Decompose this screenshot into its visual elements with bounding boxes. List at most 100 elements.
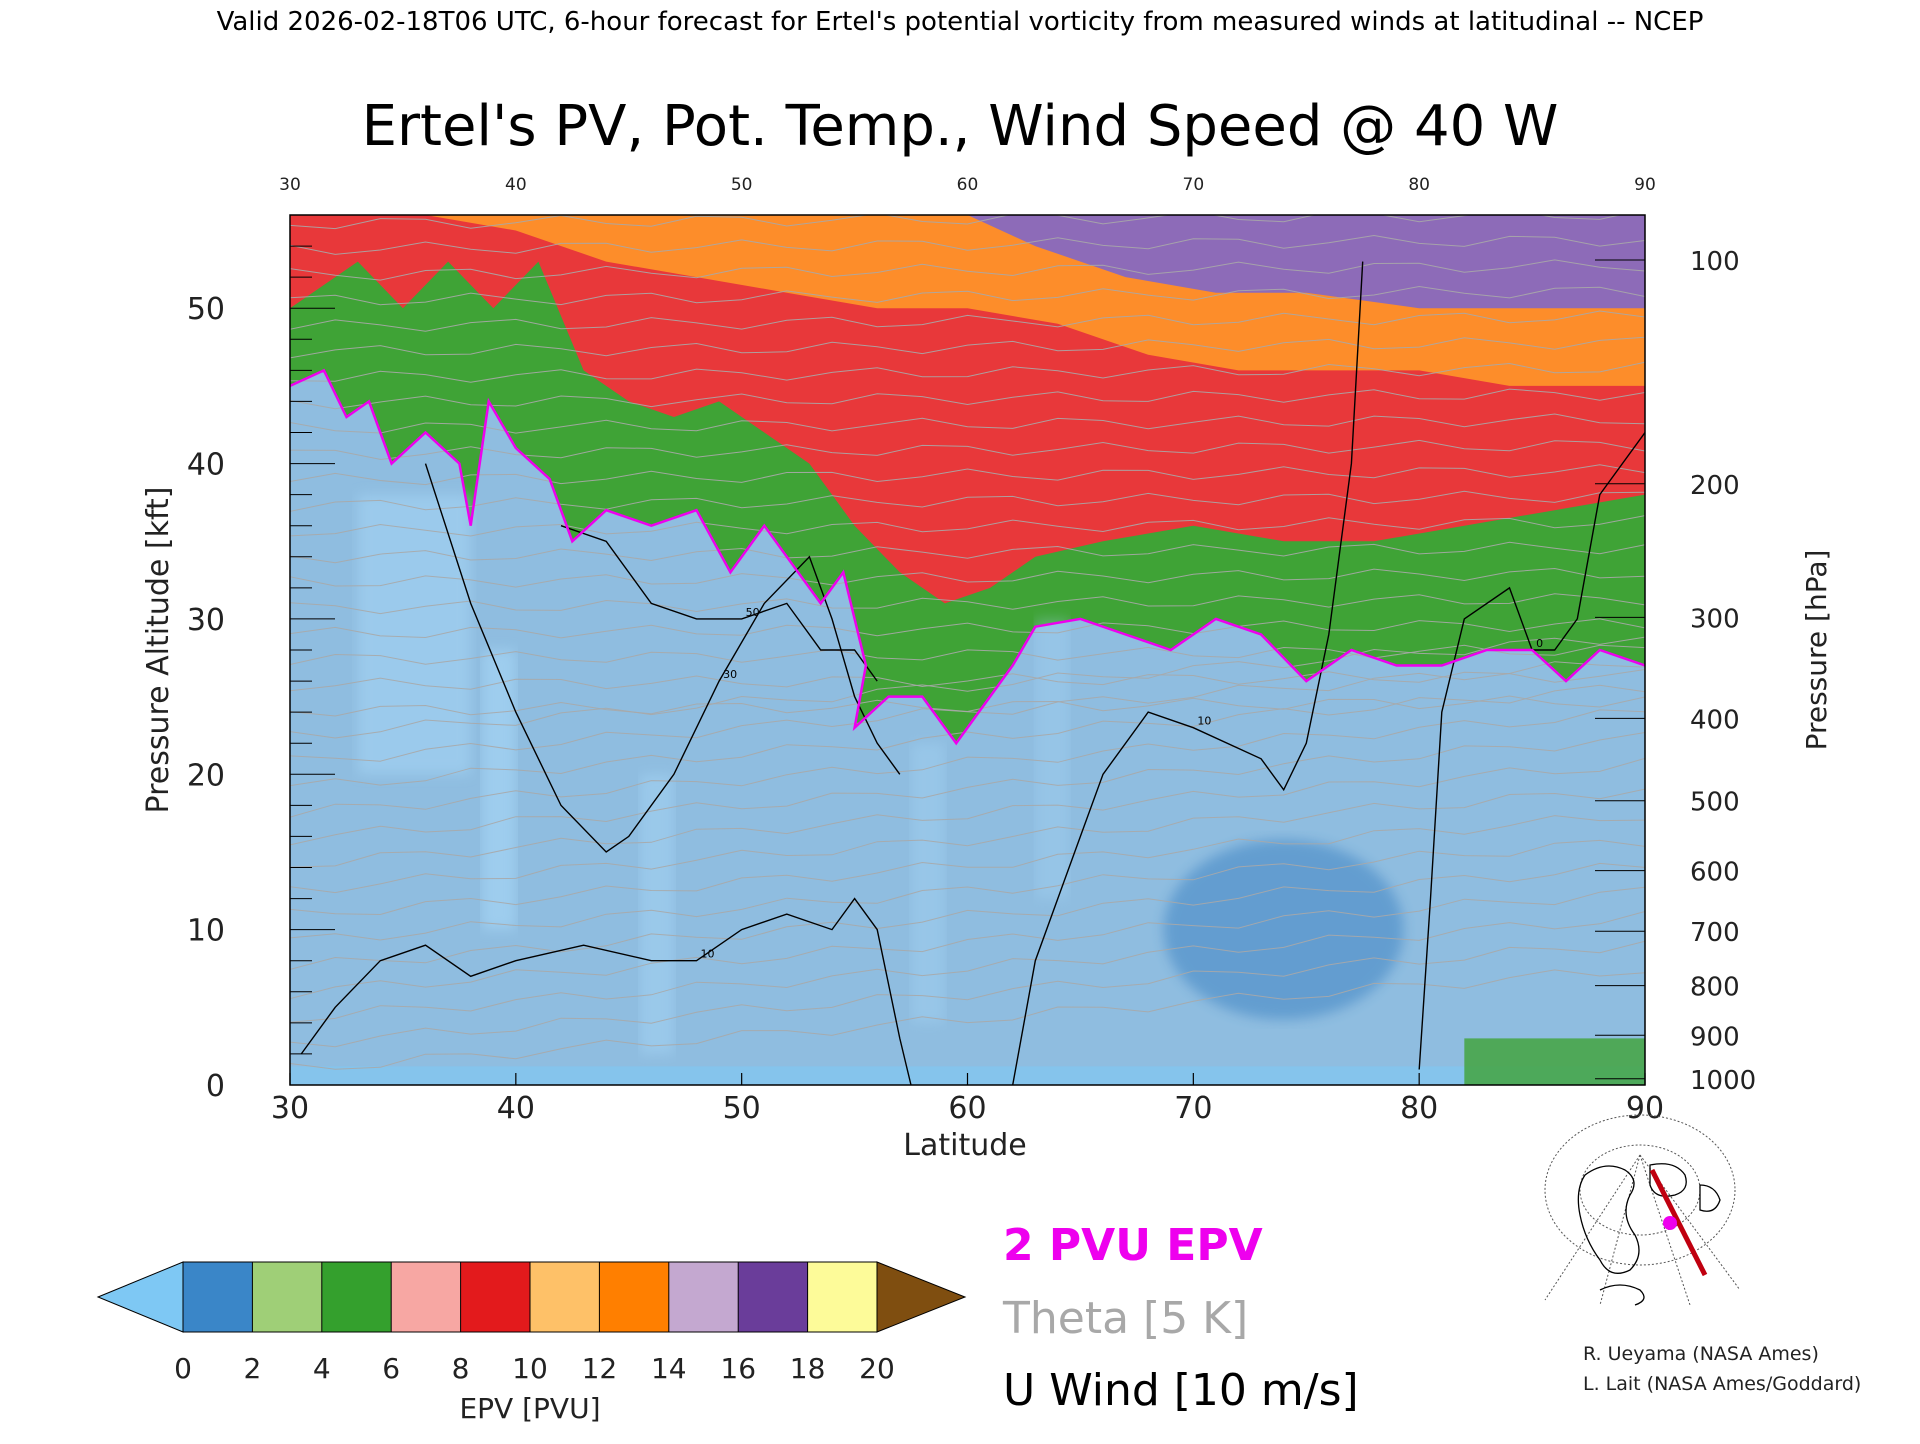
colorbar-segment	[321, 1262, 392, 1332]
colorbar-segment	[460, 1262, 531, 1332]
theta-contour	[290, 815, 1645, 916]
theta-contour	[290, 940, 1645, 1048]
theta-contour	[290, 593, 1645, 615]
colorbar-segment	[807, 1262, 878, 1332]
theta-contour	[290, 336, 1645, 359]
pressure-tick-label: 900	[1690, 1022, 1740, 1052]
pv-low-core	[1163, 839, 1404, 1020]
theta-contour	[290, 310, 1645, 332]
theta-contour	[290, 388, 1645, 410]
u-wind-contour-label: 10	[1197, 715, 1211, 728]
colorbar-segment	[599, 1262, 670, 1332]
colorbar-over-arrow	[876, 1261, 967, 1333]
colorbar-tick-label: 14	[651, 1352, 687, 1385]
theta-contour	[290, 669, 1645, 692]
pv-surface-green	[1464, 1038, 1645, 1085]
x-tick-label: 50	[723, 1091, 761, 1126]
theta-contour	[290, 464, 1645, 486]
x-tick-label: 80	[1400, 1091, 1438, 1126]
y-tick-label: 50	[187, 292, 225, 327]
pv-streak	[1035, 618, 1070, 899]
colorbar-tick-label: 8	[452, 1352, 470, 1385]
colorbar-segment	[738, 1262, 809, 1332]
pressure-tick-label: 100	[1690, 247, 1740, 277]
top-x-tick-label: 80	[1408, 175, 1430, 195]
colorbar-label: EPV [PVU]	[459, 1392, 600, 1425]
theta-contour	[290, 911, 1645, 1023]
colorbar-tick-label: 6	[382, 1352, 400, 1385]
pressure-tick-label: 1000	[1690, 1066, 1756, 1096]
y-tick-label: 40	[187, 448, 225, 483]
theta-contour	[290, 413, 1645, 434]
u-wind-contour	[1012, 261, 1364, 1085]
pv-streak	[481, 650, 516, 930]
pvu-2-contour	[290, 368, 1645, 746]
u-wind-contour	[560, 525, 878, 682]
theta-contour	[290, 969, 1645, 1070]
pressure-tick-label: 400	[1690, 705, 1740, 735]
u-wind-contour	[424, 463, 901, 853]
pressure-tick-label: 600	[1690, 858, 1740, 888]
theta-contour	[290, 788, 1645, 894]
colorbar-tick-label: 16	[720, 1352, 756, 1385]
x-axis-label: Latitude	[903, 1128, 1026, 1163]
pressure-tick-label: 300	[1690, 604, 1740, 634]
theta-contour	[290, 361, 1645, 383]
theta-contour	[290, 567, 1645, 588]
u-wind-contour-label: 30	[723, 668, 737, 681]
y-tick-label: 0	[206, 1069, 225, 1104]
legend-wind: U Wind [10 m/s]	[1003, 1365, 1359, 1416]
x-tick-label: 30	[271, 1091, 309, 1126]
colorbar-tick-label: 12	[582, 1352, 618, 1385]
pressure-tick-label: 700	[1690, 918, 1740, 948]
u-wind-contour-label: 0	[1536, 637, 1543, 650]
theta-contour	[290, 439, 1645, 460]
theta-contour	[290, 862, 1645, 970]
top-x-tick-label: 60	[957, 175, 979, 195]
pv-streak	[911, 743, 945, 1023]
top-x-tick-label: 30	[279, 175, 301, 195]
colorbar: 0 2 4 6 8 10 12 14 16 18 20	[96, 1261, 967, 1385]
x-tick-label: 40	[497, 1091, 535, 1126]
u-wind-contour-label: 10	[701, 948, 715, 961]
colorbar-segment	[252, 1262, 323, 1332]
colorbar-under-arrow	[96, 1261, 184, 1333]
theta-contour	[290, 839, 1645, 941]
pressure-tick-label: 800	[1690, 973, 1740, 1003]
theta-contour	[290, 515, 1645, 537]
x-tick-label: 90	[1626, 1091, 1664, 1126]
pv-band-purple	[290, 215, 1645, 309]
credit-line-2: L. Lait (NASA Ames/Goddard)	[1583, 1373, 1861, 1395]
y-tick-label: 30	[187, 603, 225, 638]
theta-contour	[290, 644, 1645, 665]
top-x-tick-label: 70	[1183, 175, 1205, 195]
top-x-tick-label: 90	[1634, 175, 1656, 195]
u-wind-contour	[1418, 432, 1645, 1070]
x-tick-label: 70	[1174, 1091, 1212, 1126]
theta-contour	[290, 684, 1645, 787]
legend-theta: Theta [5 K]	[1002, 1293, 1248, 1344]
theta-contour	[290, 490, 1645, 512]
y-axis-label-right: Pressure [hPa]	[1800, 550, 1833, 751]
colorbar-tick-label: 18	[790, 1352, 826, 1385]
colorbar-tick-label: 2	[243, 1352, 261, 1385]
north-polar-locator-map-icon	[1543, 1114, 1741, 1306]
theta-contour	[290, 757, 1645, 868]
theta-contour	[290, 709, 1645, 818]
theta-contour	[290, 259, 1645, 281]
theta-contour	[290, 732, 1645, 846]
theta-contour	[290, 541, 1645, 564]
theta-contour	[290, 285, 1645, 306]
pv-streak	[357, 494, 471, 775]
top-x-tick-label: 50	[731, 175, 753, 195]
theta-contour	[290, 215, 1622, 230]
legend-pvu: 2 PVU EPV	[1003, 1220, 1263, 1271]
theta-contour	[290, 234, 1645, 255]
colorbar-segment	[668, 1262, 739, 1332]
pressure-tick-label: 500	[1690, 788, 1740, 818]
valid-line: Valid 2026-02-18T06 UTC, 6-hour forecast…	[217, 7, 1704, 37]
colorbar-tick-label: 0	[174, 1352, 192, 1385]
